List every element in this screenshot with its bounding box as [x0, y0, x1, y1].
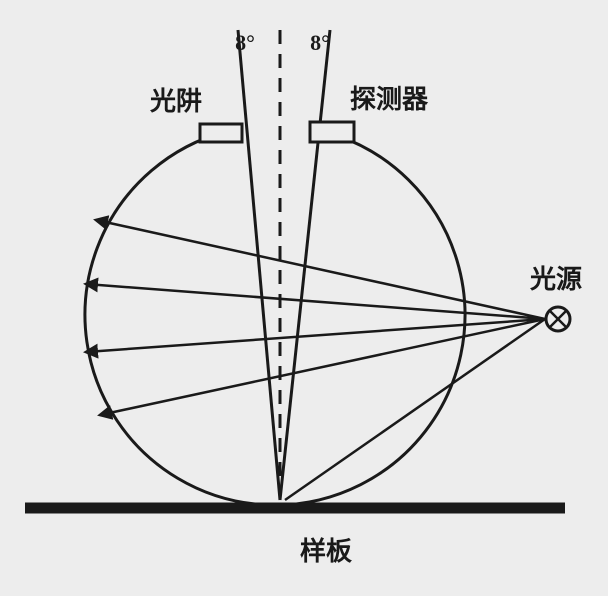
angle-cone-left-line — [238, 30, 280, 500]
light-source-marker — [546, 307, 570, 331]
angle-right-label: 8° — [310, 30, 330, 55]
sample-plate-label: 样板 — [300, 536, 352, 566]
light-rays — [86, 220, 545, 500]
light-ray-2 — [86, 319, 545, 352]
detector-label: 探测器 — [350, 85, 429, 114]
integrating-sphere-diagram: 8° 8° 光阱 探测器 光源 样板 — [0, 0, 608, 596]
detector-port — [310, 122, 354, 142]
light-ray-3 — [100, 319, 545, 415]
light-source-label: 光源 — [529, 265, 582, 294]
aperture-port — [200, 124, 242, 142]
aperture-label: 光阱 — [149, 87, 202, 116]
angle-left-label: 8° — [235, 30, 255, 55]
light-ray-0 — [96, 220, 545, 319]
light-ray-1 — [86, 284, 545, 319]
